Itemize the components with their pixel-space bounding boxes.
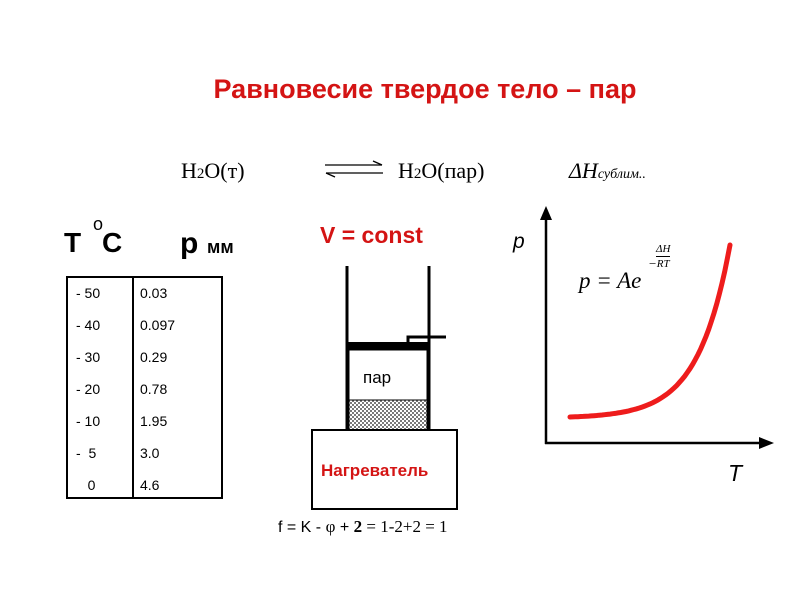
pressure-temperature-graph [540, 206, 774, 449]
piston-handle [406, 335, 446, 342]
celsius-header: С [102, 227, 123, 258]
y-axis-label: p [513, 230, 525, 253]
table-row: 0 4.6 [76, 477, 160, 493]
vapor-pressure-table: - 50 0.03 - 40 0.097 - 30 0.29 - 20 0.78 - 1… [66, 276, 223, 499]
y-axis-arrow-icon [540, 206, 552, 220]
volume-constant-label: V = const [320, 222, 423, 248]
exponent-denominator: RT [656, 258, 670, 270]
reactant-formula: H2O(т) [181, 158, 245, 183]
heater-label: Нагреватель [321, 461, 429, 480]
table-row: - 20 0.78 [76, 381, 168, 397]
table-row: - 5 3.0 [76, 445, 160, 461]
table-row: - 30 0.29 [76, 349, 168, 365]
table-row: - 40 0.097 [76, 317, 176, 333]
vapor-label: пар [363, 368, 392, 387]
slide-title: Равновесие твердое тело – пар [213, 74, 637, 104]
column-divider [132, 278, 134, 497]
pressure-header: р [180, 227, 199, 260]
sublimation-apparatus [311, 266, 458, 510]
equilibrium-arrows-icon [325, 160, 383, 178]
temperature-header: Т [64, 227, 82, 258]
table-row: - 10 1.95 [76, 413, 168, 429]
product-formula: H2O(пар) [398, 158, 485, 183]
degree-mark: о [93, 214, 104, 234]
clausius-clapeyron-law: p = Ae [579, 268, 642, 293]
heater-block [311, 429, 458, 510]
phase-rule-formula: f = K - φ + 2 = 1-2+2 = 1 [278, 517, 448, 536]
table-row: - 50 0.03 [76, 285, 168, 301]
pressure-unit: мм [207, 237, 234, 257]
x-axis-label: T [728, 460, 743, 486]
piston [347, 342, 429, 350]
exponential-curve [567, 242, 733, 420]
solid-layer [348, 399, 428, 431]
fraction-bar [656, 256, 671, 257]
x-axis-arrow-icon [759, 437, 774, 449]
exponent-fraction: ΔH RT [656, 243, 671, 270]
exponent-minus: − [649, 256, 657, 271]
sublimation-enthalpy: ΔHсублим.. [569, 158, 646, 183]
exponent-numerator: ΔH [656, 243, 671, 255]
